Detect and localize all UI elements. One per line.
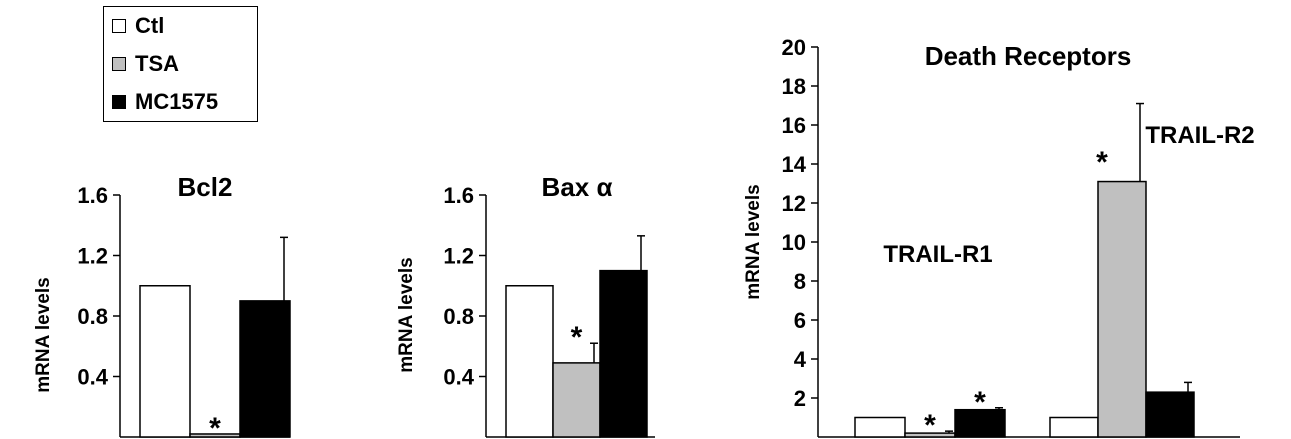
y-tick-label: 10 <box>782 230 806 255</box>
bar-mc1575-2 <box>1145 391 1195 438</box>
y-tick-label: 18 <box>782 74 806 99</box>
legend-swatch-tsa <box>112 57 126 71</box>
significance-asterisk: * <box>974 386 986 419</box>
chart-title: Bax α <box>542 172 613 202</box>
legend-item-mc1575: MC1575 <box>112 87 218 117</box>
y-tick-label: 1.2 <box>77 244 108 269</box>
y-tick-label: 0.8 <box>77 304 108 329</box>
legend-item-tsa: TSA <box>112 49 179 79</box>
category-label: TRAIL-R2 <box>1145 122 1254 149</box>
y-tick-label: 14 <box>782 152 807 177</box>
significance-asterisk: * <box>924 409 936 439</box>
significance-asterisk: * <box>1096 146 1108 179</box>
y-tick-label: 12 <box>782 191 806 216</box>
y-tick-label: 20 <box>782 35 806 60</box>
y-tick-label: 0.4 <box>77 365 108 390</box>
y-tick-label: 0.4 <box>443 365 474 390</box>
y-axis-label: mRNA levels <box>33 277 54 392</box>
y-tick-label: 6 <box>794 308 806 333</box>
chart-1: 0.4 0.8 1.2 1.6 Bcl2 mRNA levels * <box>33 172 291 439</box>
bar-mc1575-1 <box>239 300 291 438</box>
chart-title: Bcl2 <box>178 172 233 202</box>
significance-asterisk: * <box>571 321 583 354</box>
y-axis-label: mRNA levels <box>743 184 764 299</box>
y-tick-label: 16 <box>782 113 806 138</box>
y-tick-label: 0.8 <box>443 304 474 329</box>
significance-asterisk: * <box>209 412 221 439</box>
chart-3: 2 4 6 8 10 12 14 16 18 20 Death Receptors mRNA leve… <box>743 35 1255 439</box>
legend-label: TSA <box>135 51 179 76</box>
legend: Ctl TSA MC1575 <box>103 6 258 122</box>
legend-swatch-mc1575 <box>112 95 126 109</box>
bar-mc1575-1 <box>599 269 648 438</box>
legend-swatch-ctl <box>112 19 126 33</box>
legend-label: MC1575 <box>135 89 219 114</box>
legend-label: Ctl <box>135 13 165 38</box>
bar-ctl-1 <box>139 285 191 438</box>
bar-tsa-1 <box>552 362 601 438</box>
chart-2: 0.4 0.8 1.2 1.6 Bax α mRNA levels * <box>396 172 655 438</box>
category-label: TRAIL-R1 <box>883 241 992 268</box>
y-tick-label: 1.6 <box>443 183 474 208</box>
y-tick-label: 2 <box>794 386 806 411</box>
bar-mc1575-1 <box>954 408 1006 438</box>
bar-ctl-2 <box>1049 416 1099 438</box>
y-tick-label: 8 <box>794 269 806 294</box>
y-tick-label: 1.6 <box>77 183 108 208</box>
y-axis-label: mRNA levels <box>396 257 417 372</box>
bar-tsa-2 <box>1097 180 1147 438</box>
bar-ctl-1 <box>505 285 554 438</box>
chart-title: Death Receptors <box>925 41 1132 71</box>
y-tick-label: 4 <box>794 347 807 372</box>
y-tick-label: 1.2 <box>443 244 474 269</box>
bar-ctl-1 <box>854 416 906 438</box>
legend-item-ctl: Ctl <box>112 11 164 41</box>
